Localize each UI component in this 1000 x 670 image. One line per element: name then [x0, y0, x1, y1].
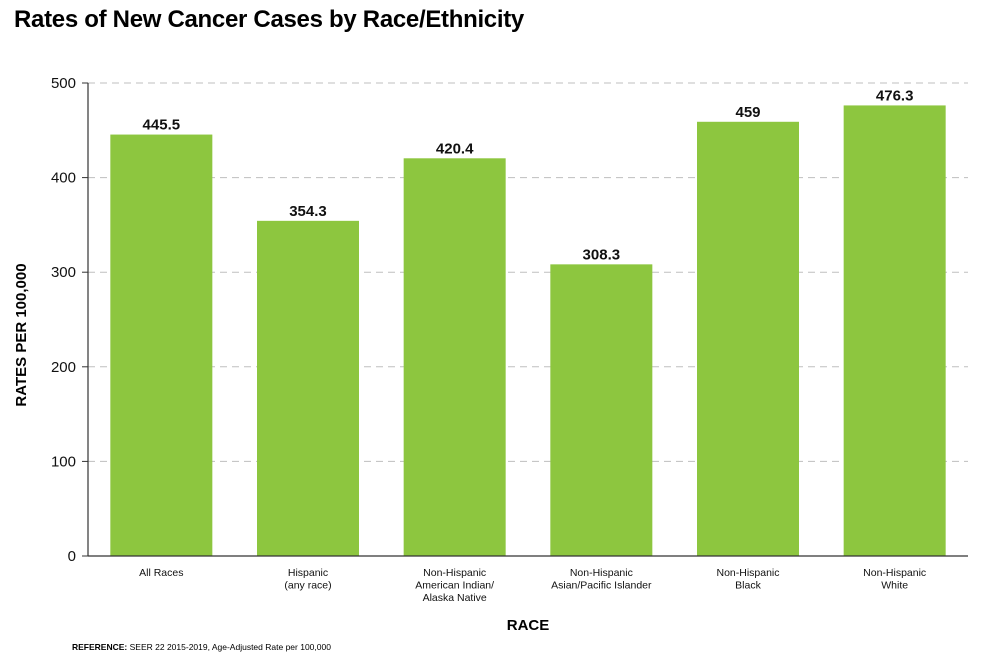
- bar-value-label: 459: [735, 104, 760, 121]
- bar: [110, 134, 213, 556]
- y-tick-label: 200: [51, 359, 76, 376]
- y-tick-label: 100: [51, 453, 76, 470]
- bar: [843, 105, 946, 556]
- x-axis-label: RACE: [507, 617, 550, 634]
- axes: [82, 82, 968, 557]
- y-tick-label: 0: [68, 548, 76, 565]
- labels: 0 100 200 300 400 500 445.5 All Races 354.3 Hispa…: [51, 75, 926, 604]
- bars: [110, 105, 946, 556]
- category-label: Hispanic (any race): [284, 567, 331, 592]
- category-label: Non-Hispanic White: [863, 567, 926, 592]
- bar: [257, 220, 359, 556]
- category-label: Non-Hispanic Asian/Pacific Islander: [551, 567, 652, 592]
- bar-value-label: 476.3: [876, 87, 914, 104]
- reference-label: REFERENCE:: [72, 642, 128, 652]
- bar-value-label: 308.3: [583, 246, 621, 263]
- grid-lines: [88, 82, 968, 462]
- bar-value-label: 354.3: [289, 203, 327, 220]
- reference-note: REFERENCE: SEER 22 2015-2019, Age-Adjust…: [72, 642, 331, 652]
- category-label: Non-Hispanic American Indian/Alaska Nativ…: [415, 567, 494, 604]
- reference-text: SEER 22 2015-2019, Age-Adjusted Rate per…: [127, 642, 331, 652]
- category-label: All Races: [139, 567, 183, 579]
- y-axis-label: RATES PER 100,000: [13, 263, 30, 406]
- chart-title: Rates of New Cancer Cases by Race/Ethnic…: [14, 6, 524, 33]
- y-tick-label: 500: [51, 75, 76, 92]
- bar: [697, 121, 799, 556]
- y-tick-label: 300: [51, 264, 76, 281]
- bar-value-label: 445.5: [143, 117, 181, 134]
- bar-value-label: 420.4: [436, 140, 474, 157]
- y-tick-label: 400: [51, 170, 76, 187]
- category-label: Non-Hispanic Black: [716, 567, 779, 592]
- bar: [403, 158, 506, 556]
- bar: [550, 264, 653, 556]
